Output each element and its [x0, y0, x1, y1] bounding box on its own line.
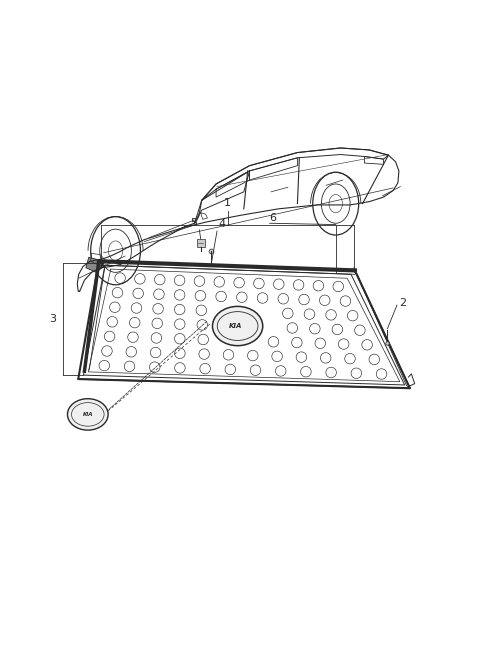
Text: 3: 3 [49, 314, 56, 324]
Text: KIA: KIA [228, 323, 242, 329]
Text: 1: 1 [224, 198, 231, 208]
Text: KIA: KIA [83, 412, 93, 417]
Text: 4: 4 [218, 219, 226, 229]
Polygon shape [86, 257, 104, 272]
Text: 2: 2 [399, 298, 407, 308]
Ellipse shape [213, 306, 263, 346]
Text: 5: 5 [190, 218, 197, 228]
FancyBboxPatch shape [197, 239, 204, 247]
Text: 6: 6 [270, 213, 276, 223]
Ellipse shape [68, 399, 108, 430]
